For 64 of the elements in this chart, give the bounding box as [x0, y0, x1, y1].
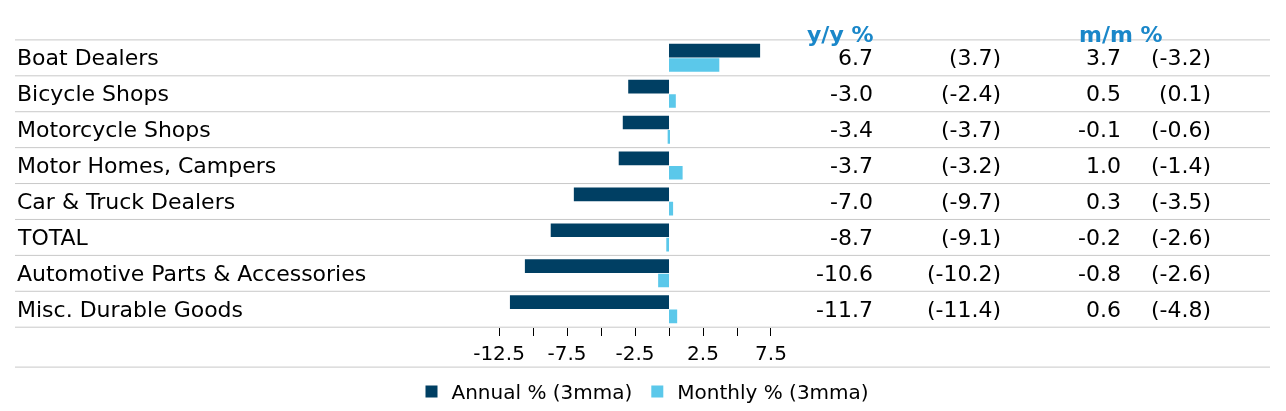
bar: [618, 151, 670, 166]
data-label: -11.7: [816, 297, 873, 322]
bar: [669, 58, 720, 72]
data-label: -0.1: [1078, 117, 1121, 142]
y-tick-label: Car & Truck Dealers: [17, 189, 236, 214]
data-label: 6.7: [838, 45, 873, 70]
annotation: (-9.7): [941, 189, 1002, 214]
annotation: (-3.2): [1151, 45, 1212, 70]
annotation: (-1.4): [1151, 153, 1212, 178]
annotation: y/y %: [807, 22, 874, 47]
x-tick-label: -12.5: [473, 341, 525, 366]
x-tick-label: 7.5: [755, 341, 787, 366]
legend-label: Monthly % (3mma): [677, 380, 869, 405]
data-label: 1.0: [1086, 153, 1121, 178]
annotation: (-11.4): [927, 297, 1002, 322]
bar: [669, 201, 674, 216]
y-tick-label: Boat Dealers: [17, 45, 159, 70]
data-label: 0.5: [1086, 81, 1121, 106]
y-tick-label: TOTAL: [17, 225, 89, 250]
data-label: -0.2: [1078, 225, 1121, 250]
bar: [666, 237, 670, 252]
data-label: -8.7: [830, 225, 873, 250]
annotation: (-0.6): [1151, 117, 1212, 142]
bar: [573, 187, 670, 202]
bar: [669, 309, 678, 324]
annotation: (3.7): [949, 45, 1002, 70]
annotation: (-3.7): [941, 117, 1002, 142]
annotation: (-3.2): [941, 153, 1002, 178]
bar: [622, 115, 670, 130]
annotation: (-4.8): [1151, 297, 1212, 322]
data-label: -3.4: [830, 117, 873, 142]
annotation: (-3.5): [1151, 189, 1212, 214]
data-label: 0.3: [1086, 189, 1121, 214]
bar: [669, 165, 683, 180]
y-tick-label: Automotive Parts & Accessories: [17, 261, 367, 286]
annotation: (-9.1): [941, 225, 1002, 250]
data-label: -3.0: [830, 81, 873, 106]
annotation: (-2.4): [941, 81, 1002, 106]
y-tick-label: Bicycle Shops: [17, 81, 169, 106]
bar: [658, 273, 670, 288]
bar: [669, 94, 676, 108]
y-tick-label: Motorcycle Shops: [17, 117, 211, 142]
data-label: -7.0: [830, 189, 873, 214]
annotation: m/m %: [1079, 22, 1163, 47]
data-label: 3.7: [1086, 45, 1121, 70]
x-tick-label: 2.5: [687, 341, 719, 366]
bar: [669, 43, 761, 58]
annotation: (0.1): [1159, 81, 1212, 106]
legend-label: Annual % (3mma): [451, 380, 633, 405]
bar: [628, 79, 670, 94]
annotation: (-10.2): [927, 261, 1002, 286]
y-tick-label: Misc. Durable Goods: [17, 297, 244, 322]
x-tick-label: -2.5: [615, 341, 655, 366]
data-label: -0.8: [1078, 261, 1121, 286]
data-label: -3.7: [830, 153, 873, 178]
data-label: 0.6: [1086, 297, 1121, 322]
bar: [524, 259, 670, 273]
y-tick-label: Motor Homes, Campers: [17, 153, 277, 178]
annotation: (-2.6): [1151, 261, 1212, 286]
annotation: (-2.6): [1151, 225, 1212, 250]
data-label: -10.6: [816, 261, 873, 286]
bar: [509, 295, 670, 309]
bar: [550, 223, 670, 238]
x-tick-label: -7.5: [547, 341, 587, 366]
